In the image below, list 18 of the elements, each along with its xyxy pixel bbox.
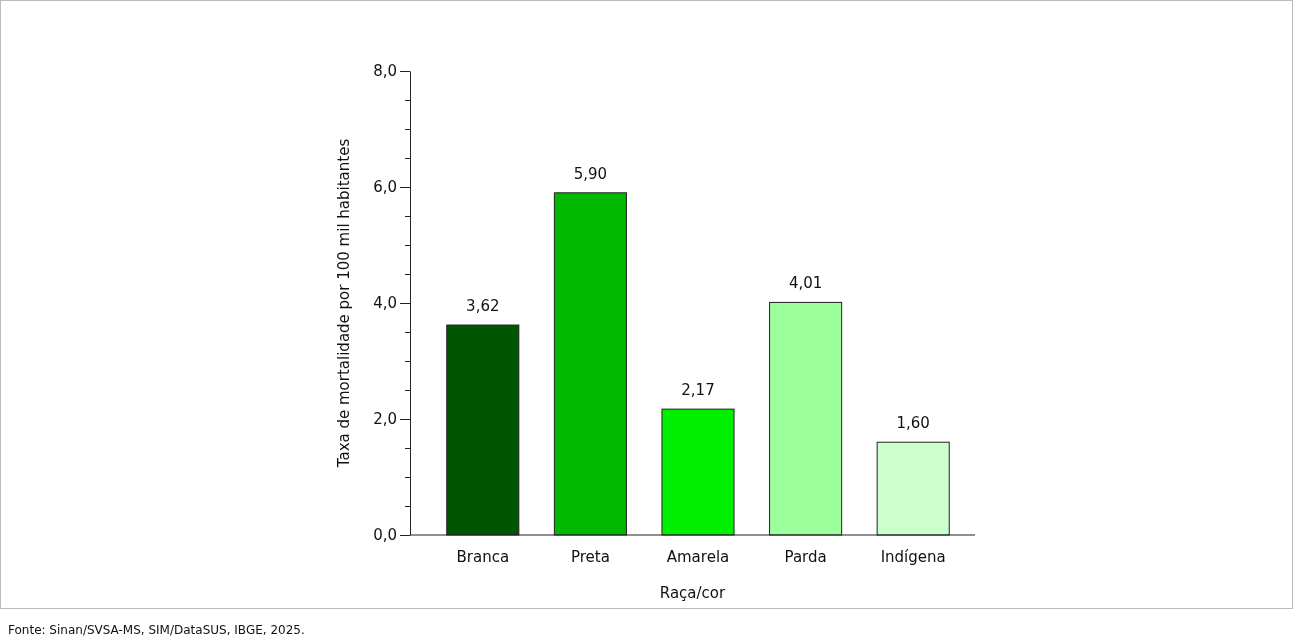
data-label: 3,62: [466, 297, 500, 316]
y-tick-label: 6,0: [373, 178, 397, 197]
x-axis-title: Raça/cor: [659, 584, 727, 602]
y-tick-label: 4,0: [373, 294, 397, 313]
y-tick-label: 2,0: [373, 410, 397, 429]
data-label: 1,60: [896, 414, 930, 433]
x-tick-label: Parda: [784, 547, 827, 566]
x-tick-label: Branca: [456, 547, 510, 566]
x-tick-label: Preta: [570, 547, 610, 566]
data-label: 4,01: [788, 274, 823, 293]
x-tick-label: Indígena: [880, 547, 946, 566]
data-label: 5,90: [573, 164, 608, 183]
source-note: Fonte: Sinan/SVSA-MS, SIM/DataSUS, IBGE, 2025.: [8, 623, 305, 637]
y-axis-title: Taxa de mortalidade por 100 mil habitantes: [335, 138, 353, 469]
y-tick-label: 0,0: [373, 526, 397, 545]
x-tick-label: Amarela: [666, 547, 730, 566]
data-label: 2,17: [681, 381, 715, 400]
y-tick-label: 8,0: [373, 62, 397, 81]
